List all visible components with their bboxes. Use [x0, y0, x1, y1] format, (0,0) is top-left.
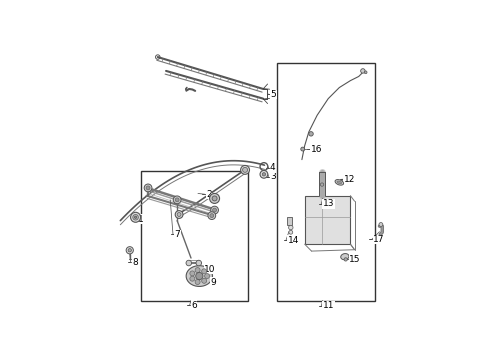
Circle shape [201, 278, 206, 283]
Circle shape [201, 269, 206, 274]
Bar [276, 63, 375, 301]
Circle shape [175, 198, 179, 202]
Circle shape [134, 216, 137, 219]
Circle shape [240, 166, 249, 174]
Circle shape [204, 274, 209, 279]
Circle shape [128, 249, 131, 252]
Circle shape [177, 212, 181, 216]
Text: 15: 15 [348, 255, 360, 264]
Text: 17: 17 [372, 235, 384, 244]
Circle shape [195, 267, 200, 273]
Circle shape [189, 271, 194, 276]
Ellipse shape [336, 181, 341, 184]
Circle shape [300, 147, 304, 151]
Circle shape [212, 196, 217, 201]
Bar [287, 217, 292, 225]
Bar [141, 171, 247, 301]
Circle shape [133, 215, 138, 220]
Text: 3: 3 [269, 172, 275, 181]
Circle shape [195, 273, 203, 280]
Circle shape [288, 225, 292, 230]
Text: 6: 6 [191, 301, 196, 310]
Circle shape [209, 214, 213, 217]
Text: 7: 7 [174, 230, 180, 239]
Circle shape [344, 258, 346, 261]
Circle shape [320, 183, 323, 186]
Text: 9: 9 [210, 278, 216, 287]
Text: 14: 14 [287, 235, 298, 244]
Text: 4: 4 [269, 163, 275, 172]
Text: 12: 12 [343, 175, 354, 184]
Circle shape [212, 208, 216, 212]
Text: 13: 13 [322, 199, 333, 208]
Circle shape [262, 173, 265, 176]
Circle shape [378, 222, 382, 226]
Circle shape [130, 212, 140, 222]
Circle shape [126, 247, 133, 254]
Bar [304, 195, 350, 244]
Circle shape [146, 186, 150, 190]
Circle shape [364, 71, 366, 74]
Ellipse shape [334, 180, 343, 185]
Circle shape [260, 170, 267, 178]
Circle shape [210, 206, 218, 214]
Ellipse shape [340, 253, 348, 260]
Ellipse shape [186, 266, 212, 287]
Text: 10: 10 [204, 265, 215, 274]
Circle shape [196, 260, 201, 266]
Circle shape [173, 196, 181, 204]
Circle shape [209, 193, 219, 203]
Text: 8: 8 [132, 258, 138, 267]
Circle shape [288, 230, 292, 234]
Text: 2: 2 [206, 190, 211, 199]
Text: 1: 1 [138, 215, 144, 224]
Circle shape [195, 279, 200, 284]
Circle shape [308, 132, 313, 136]
Circle shape [175, 211, 183, 219]
Text: 5: 5 [270, 90, 276, 99]
Text: 16: 16 [310, 145, 321, 154]
Circle shape [360, 69, 365, 73]
Circle shape [189, 276, 194, 281]
Circle shape [144, 184, 152, 192]
Text: 11: 11 [322, 301, 333, 310]
Circle shape [207, 212, 215, 220]
Circle shape [242, 167, 247, 172]
Circle shape [185, 260, 191, 266]
